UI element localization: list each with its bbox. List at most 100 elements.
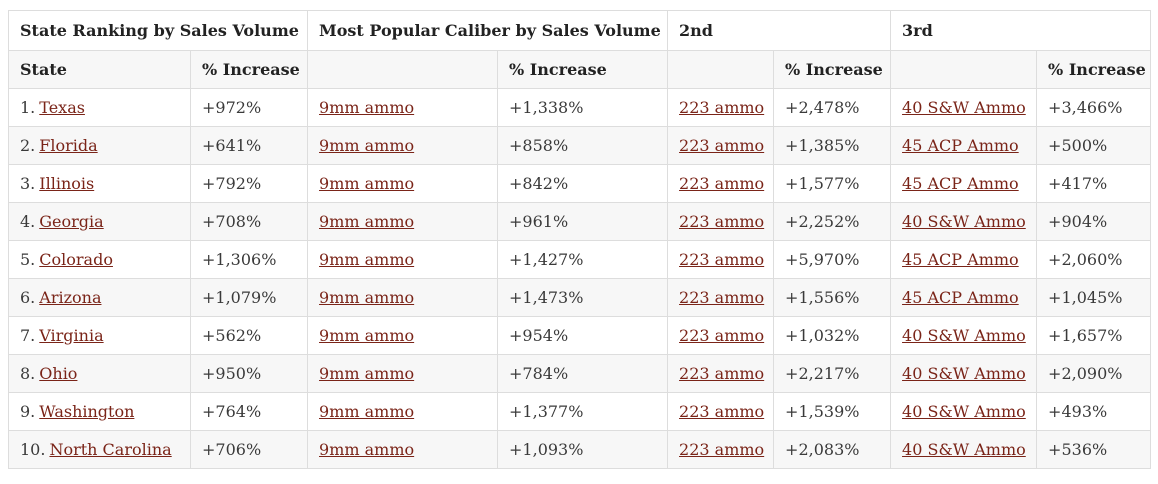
- state-link[interactable]: Arizona: [39, 288, 102, 307]
- third-caliber-link[interactable]: 45 ACP Ammo: [902, 174, 1019, 193]
- state-link[interactable]: Florida: [39, 136, 98, 155]
- col-header-second-caliber: [667, 50, 775, 89]
- third-increase-value: +417%: [1036, 164, 1152, 203]
- second-caliber-link[interactable]: 223 ammo: [679, 98, 765, 117]
- second-increase-value: +2,252%: [773, 202, 892, 241]
- state-increase-value: +950%: [189, 354, 309, 393]
- state-link[interactable]: Illinois: [39, 174, 95, 193]
- second-caliber-cell: 223 ammo: [667, 392, 775, 431]
- third-caliber-link[interactable]: 40 S&W Ammo: [902, 212, 1026, 231]
- third-increase-value: +2,060%: [1036, 240, 1152, 279]
- state-increase-value: +1,306%: [189, 240, 309, 279]
- third-increase-value: +500%: [1036, 126, 1152, 165]
- top-caliber-link[interactable]: 9mm ammo: [319, 440, 415, 459]
- table-row: 4. Georgia +708% 9mm ammo +961% 223 ammo …: [8, 202, 1152, 241]
- sub-header-row: State % Increase % Increase % Increase %…: [8, 50, 1152, 89]
- state-link[interactable]: Texas: [39, 98, 85, 117]
- third-increase-value: +493%: [1036, 392, 1152, 431]
- second-caliber-link[interactable]: 223 ammo: [679, 402, 765, 421]
- state-link[interactable]: Virginia: [39, 326, 104, 345]
- state-link[interactable]: Colorado: [39, 250, 113, 269]
- second-caliber-cell: 223 ammo: [667, 278, 775, 317]
- ammo-sales-table: State Ranking by Sales Volume Most Popul…: [7, 10, 1152, 469]
- table-row: 5. Colorado +1,306% 9mm ammo +1,427% 223 …: [8, 240, 1152, 279]
- top-caliber-cell: 9mm ammo: [307, 316, 499, 355]
- group-header-state-ranking: State Ranking by Sales Volume: [7, 10, 309, 51]
- top-caliber-link[interactable]: 9mm ammo: [319, 98, 415, 117]
- state-link[interactable]: Georgia: [39, 212, 104, 231]
- group-header-row: State Ranking by Sales Volume Most Popul…: [7, 10, 1152, 51]
- third-increase-value: +2,090%: [1036, 354, 1152, 393]
- state-link[interactable]: Ohio: [39, 364, 78, 383]
- second-caliber-link[interactable]: 223 ammo: [679, 288, 765, 307]
- second-caliber-cell: 223 ammo: [667, 240, 775, 279]
- group-header-2nd: 2nd: [667, 10, 892, 51]
- state-cell: 2. Florida: [8, 126, 191, 165]
- top-caliber-link[interactable]: 9mm ammo: [319, 288, 415, 307]
- second-caliber-link[interactable]: 223 ammo: [679, 364, 765, 383]
- third-caliber-cell: 40 S&W Ammo: [890, 430, 1038, 469]
- table-row: 1. Texas +972% 9mm ammo +1,338% 223 ammo …: [8, 88, 1152, 127]
- state-cell: 1. Texas: [8, 88, 191, 127]
- third-caliber-cell: 40 S&W Ammo: [890, 316, 1038, 355]
- table-row: 9. Washington +764% 9mm ammo +1,377% 223 …: [8, 392, 1152, 431]
- top-caliber-cell: 9mm ammo: [307, 126, 499, 165]
- rank-label: 9.: [20, 402, 36, 421]
- second-caliber-cell: 223 ammo: [667, 126, 775, 165]
- second-caliber-link[interactable]: 223 ammo: [679, 136, 765, 155]
- table-row: 2. Florida +641% 9mm ammo +858% 223 ammo …: [8, 126, 1152, 165]
- top-caliber-link[interactable]: 9mm ammo: [319, 326, 415, 345]
- third-caliber-link[interactable]: 40 S&W Ammo: [902, 364, 1026, 383]
- top-increase-value: +954%: [497, 316, 669, 355]
- table-row: 8. Ohio +950% 9mm ammo +784% 223 ammo +2,…: [8, 354, 1152, 393]
- col-header-third-increase: % Increase: [1036, 50, 1152, 89]
- third-caliber-link[interactable]: 40 S&W Ammo: [902, 440, 1026, 459]
- table-body: 1. Texas +972% 9mm ammo +1,338% 223 ammo …: [8, 88, 1152, 469]
- third-caliber-link[interactable]: 45 ACP Ammo: [902, 136, 1019, 155]
- state-increase-value: +706%: [189, 430, 309, 469]
- state-link[interactable]: Washington: [39, 402, 135, 421]
- third-caliber-link[interactable]: 40 S&W Ammo: [902, 326, 1026, 345]
- table-row: 6. Arizona +1,079% 9mm ammo +1,473% 223 a…: [8, 278, 1152, 317]
- top-caliber-cell: 9mm ammo: [307, 88, 499, 127]
- second-caliber-link[interactable]: 223 ammo: [679, 440, 765, 459]
- third-caliber-link[interactable]: 45 ACP Ammo: [902, 288, 1019, 307]
- top-caliber-link[interactable]: 9mm ammo: [319, 212, 415, 231]
- third-caliber-link[interactable]: 45 ACP Ammo: [902, 250, 1019, 269]
- rank-label: 6.: [20, 288, 36, 307]
- second-caliber-link[interactable]: 223 ammo: [679, 174, 765, 193]
- third-caliber-link[interactable]: 40 S&W Ammo: [902, 402, 1026, 421]
- table-row: 10. North Carolina +706% 9mm ammo +1,093%…: [8, 430, 1152, 469]
- second-caliber-cell: 223 ammo: [667, 164, 775, 203]
- second-caliber-link[interactable]: 223 ammo: [679, 326, 765, 345]
- top-increase-value: +1,473%: [497, 278, 669, 317]
- second-caliber-link[interactable]: 223 ammo: [679, 212, 765, 231]
- top-caliber-link[interactable]: 9mm ammo: [319, 136, 415, 155]
- third-caliber-link[interactable]: 40 S&W Ammo: [902, 98, 1026, 117]
- rank-label: 4.: [20, 212, 36, 231]
- state-link[interactable]: North Carolina: [49, 440, 172, 459]
- third-increase-value: +1,657%: [1036, 316, 1152, 355]
- group-header-most-popular-caliber: Most Popular Caliber by Sales Volume: [307, 10, 669, 51]
- second-increase-value: +2,083%: [773, 430, 892, 469]
- state-increase-value: +641%: [189, 126, 309, 165]
- top-caliber-cell: 9mm ammo: [307, 354, 499, 393]
- table-row: 3. Illinois +792% 9mm ammo +842% 223 ammo…: [8, 164, 1152, 203]
- second-caliber-link[interactable]: 223 ammo: [679, 250, 765, 269]
- rank-label: 7.: [20, 326, 36, 345]
- top-caliber-link[interactable]: 9mm ammo: [319, 174, 415, 193]
- state-increase-value: +1,079%: [189, 278, 309, 317]
- second-caliber-cell: 223 ammo: [667, 316, 775, 355]
- col-header-state-increase: % Increase: [189, 50, 309, 89]
- top-caliber-link[interactable]: 9mm ammo: [319, 364, 415, 383]
- top-caliber-link[interactable]: 9mm ammo: [319, 250, 415, 269]
- table-row: 7. Virginia +562% 9mm ammo +954% 223 ammo…: [8, 316, 1152, 355]
- col-header-top-caliber: [307, 50, 499, 89]
- top-increase-value: +858%: [497, 126, 669, 165]
- state-cell: 7. Virginia: [8, 316, 191, 355]
- state-increase-value: +562%: [189, 316, 309, 355]
- second-increase-value: +1,539%: [773, 392, 892, 431]
- top-increase-value: +1,377%: [497, 392, 669, 431]
- top-caliber-link[interactable]: 9mm ammo: [319, 402, 415, 421]
